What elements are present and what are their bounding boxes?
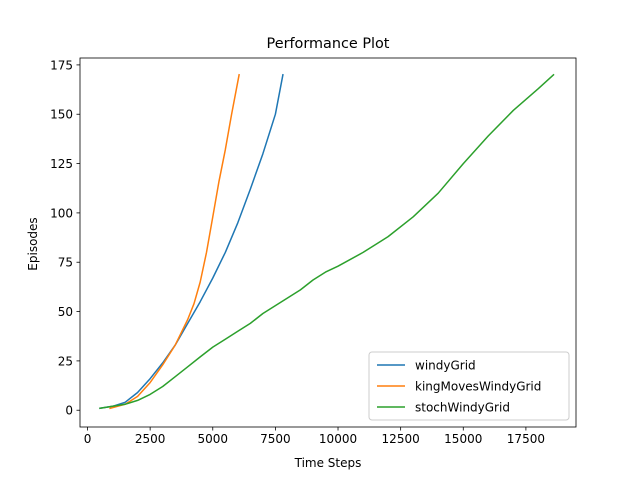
y-tick-label: 25 <box>58 354 73 368</box>
y-tick-label: 75 <box>58 256 73 270</box>
x-tick-label: 12500 <box>382 432 420 446</box>
axes-frame <box>79 57 577 428</box>
x-tick-label: 0 <box>84 432 92 446</box>
y-tick-label: 50 <box>58 305 73 319</box>
x-tick-label: 2500 <box>135 432 166 446</box>
x-tick-label: 10000 <box>319 432 357 446</box>
y-axis-title: Episodes <box>26 217 40 270</box>
y-tick-label: 175 <box>50 58 73 72</box>
plot-area: 0 2500 5000 7500 10000 12500 15000 17500 0 25 50 75… <box>50 57 577 446</box>
legend-label-kingMovesWindyGrid: kingMovesWindyGrid <box>415 380 541 394</box>
legend: windyGrid kingMovesWindyGrid stochWindyGri… <box>368 351 570 421</box>
x-tick-label: 15000 <box>444 432 482 446</box>
y-tick-label: 0 <box>65 404 73 418</box>
legend-label-windyGrid: windyGrid <box>415 359 476 373</box>
chart-title: Performance Plot <box>267 36 390 52</box>
series-line-stochWindyGrid <box>99 73 555 410</box>
y-tick-label: 100 <box>50 206 73 220</box>
x-tick-label: 17500 <box>507 432 545 446</box>
series-line-windyGrid <box>99 73 284 410</box>
y-tick-label: 125 <box>50 157 73 171</box>
x-axis-title: Time Steps <box>294 456 362 470</box>
legend-box <box>368 351 570 421</box>
x-tick-label: 5000 <box>197 432 228 446</box>
y-tick-label: 150 <box>50 108 73 122</box>
x-tick-label: 7500 <box>260 432 291 446</box>
legend-label-stochWindyGrid: stochWindyGrid <box>415 401 510 415</box>
series-line-kingMovesWindyGrid <box>109 73 240 410</box>
